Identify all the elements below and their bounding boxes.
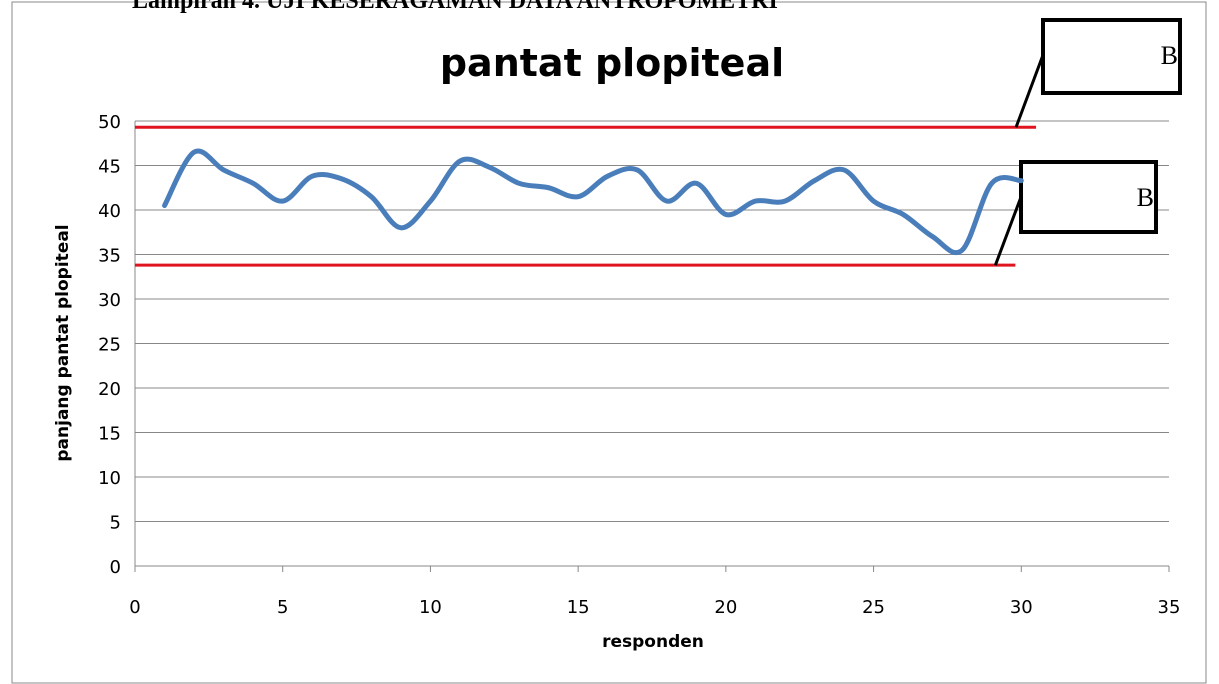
x-tick-label: 25 [862, 597, 885, 618]
y-tick-label: 15 [98, 424, 121, 445]
y-tick-label: 10 [98, 468, 121, 489]
x-axis-label: responden [602, 632, 704, 652]
callout-box [1041, 18, 1182, 95]
y-tick-label: 30 [98, 290, 121, 311]
x-tick-label: 5 [277, 597, 288, 618]
chart-title: pantat plopiteal [440, 41, 784, 85]
x-tick-label: 20 [714, 597, 737, 618]
x-tick-label: 10 [419, 597, 442, 618]
y-tick-label: 35 [98, 246, 121, 267]
page-header: Lampiran 4. UJI KESERAGAMAN DATA ANTROPO… [132, 0, 778, 14]
y-tick-label: 0 [110, 557, 121, 578]
y-tick-label: 20 [98, 379, 121, 400]
y-tick-label: 5 [110, 513, 121, 534]
y-tick-label: 50 [98, 112, 121, 133]
callout-box [1019, 160, 1158, 234]
x-tick-label: 0 [129, 597, 140, 618]
x-tick-label: 35 [1158, 597, 1181, 618]
callout-text: B [1137, 183, 1154, 212]
y-tick-label: 45 [98, 157, 121, 178]
chart-border [11, 1, 1207, 684]
callout-leader [1014, 54, 1045, 128]
callout-text: B [1161, 41, 1178, 70]
y-tick-label: 40 [98, 201, 121, 222]
y-axis-label: panjang pantat plopiteal [53, 224, 73, 461]
callout-leader [993, 196, 1023, 266]
x-tick-label: 15 [567, 597, 590, 618]
y-tick-label: 25 [98, 335, 121, 356]
data-line [162, 148, 1024, 256]
x-tick-label: 30 [1010, 597, 1033, 618]
